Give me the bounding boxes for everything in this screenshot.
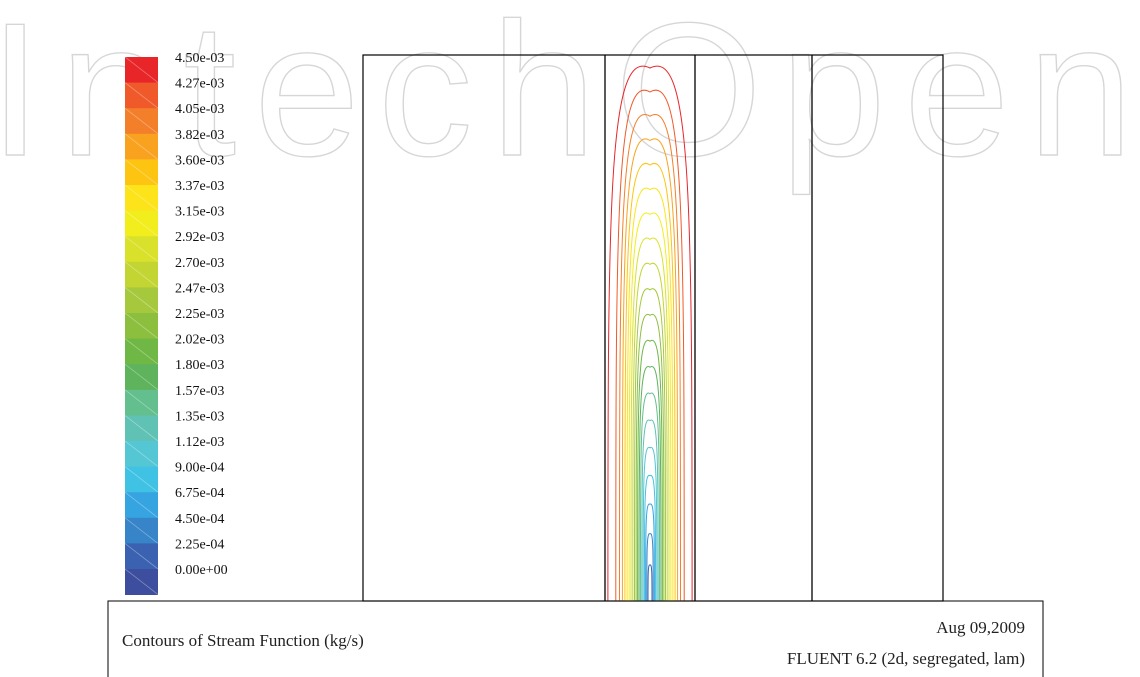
- colorbar-swatch-hatch: [124, 440, 159, 467]
- colorbar-tick-label: 2.25e-03: [175, 307, 224, 322]
- colorbar-swatch: [125, 338, 158, 365]
- colorbar-swatch: [125, 441, 158, 467]
- colorbar-swatch-hatch: [124, 491, 159, 519]
- colorbar-tick-label: 2.02e-03: [175, 333, 224, 348]
- colorbar-swatch: [125, 82, 158, 109]
- colorbar-swatch: [125, 108, 158, 135]
- colorbar-tick-label: 0.00e+00: [175, 563, 228, 578]
- colorbar-tick-label: 9.00e-04: [175, 461, 224, 476]
- contour-line: [621, 138, 679, 602]
- contour-line: [647, 564, 653, 602]
- colorbar-swatch: [125, 133, 158, 160]
- colorbar-swatch-hatch: [124, 568, 159, 595]
- colorbar-tick-label: 3.15e-03: [175, 205, 224, 220]
- colorbar-tick-label: 2.25e-04: [175, 537, 224, 552]
- contour-line: [624, 163, 676, 602]
- contour-line: [635, 313, 665, 602]
- colorbar-swatch-hatch: [124, 261, 159, 288]
- colorbar-swatch-hatch: [124, 184, 159, 211]
- colorbar-swatch-hatch: [124, 466, 159, 493]
- colorbar-swatch: [125, 159, 158, 186]
- colorbar-swatch-hatch: [124, 389, 159, 416]
- colorbar-tick-label: 4.50e-03: [175, 51, 224, 66]
- colorbar-swatch: [125, 210, 158, 237]
- colorbar-swatch: [125, 364, 158, 391]
- colorbar-swatch: [125, 492, 158, 519]
- contour-line: [646, 533, 654, 602]
- colorbar-swatch-hatch: [124, 107, 159, 135]
- contour-line: [645, 503, 655, 602]
- plot-date: Aug 09,2009: [936, 618, 1025, 637]
- colorbar-swatch-hatch: [124, 56, 159, 83]
- footer-frame: [107, 600, 1044, 677]
- contour-line: [619, 114, 681, 602]
- colorbar-tick-label: 1.80e-03: [175, 358, 224, 373]
- colorbar-tick-label: 4.50e-04: [175, 512, 224, 527]
- colorbar-swatch-hatch: [124, 159, 159, 186]
- contour-line: [632, 262, 668, 602]
- watermark-logo: IntechOpen: [0, 0, 1140, 196]
- contour-line: [637, 339, 663, 602]
- colorbar-swatch-hatch: [124, 543, 159, 570]
- contour-line: [615, 89, 685, 602]
- contour-line: [641, 419, 659, 602]
- contour-line: [643, 474, 657, 602]
- contour-line: [607, 65, 693, 602]
- colorbar-swatch-hatch: [124, 338, 159, 365]
- colorbar-swatch: [125, 261, 158, 288]
- figure-footer: Contours of Stream Function (kg/s) Aug 0…: [107, 600, 1044, 677]
- contour-line: [639, 392, 661, 602]
- colorbar-swatch: [125, 517, 158, 544]
- colorbar-swatch: [125, 415, 158, 442]
- colorbar-swatch-hatch: [124, 133, 159, 160]
- colorbar-swatch: [125, 287, 158, 314]
- colorbar-tick-label: 2.70e-03: [175, 256, 224, 271]
- plot-title: Contours of Stream Function (kg/s): [122, 631, 364, 650]
- colorbar-swatch-hatch: [124, 287, 159, 314]
- colorbar-tick-label: 3.60e-03: [175, 153, 224, 168]
- colorbar-swatch-hatch: [124, 312, 159, 339]
- contour-line: [626, 187, 674, 602]
- colorbar-swatch-hatch: [124, 415, 159, 442]
- colorbar-tick-label: 1.12e-03: [175, 435, 224, 450]
- colorbar-swatch: [125, 466, 158, 493]
- colorbar-tick-label: 4.27e-03: [175, 77, 224, 92]
- colorbar-tick-label: 6.75e-04: [175, 486, 224, 501]
- colorbar-tick-label: 4.05e-03: [175, 102, 224, 117]
- colorbar-swatch-hatch: [124, 517, 159, 544]
- colorbar-swatch: [125, 313, 158, 339]
- colorbar-tick-label: 3.82e-03: [175, 128, 224, 143]
- colorbar-swatch: [125, 236, 158, 263]
- colorbar-tick-label: 2.47e-03: [175, 281, 224, 296]
- colorbar-swatch: [125, 185, 158, 211]
- colorbar-swatch: [125, 389, 158, 416]
- contour-line: [628, 212, 672, 602]
- contour-line: [634, 288, 666, 602]
- colorbar-swatch: [125, 57, 158, 83]
- colorbar-legend: 4.50e-03 4.27e-03 4.05e-03 3.82e-03 3.60e-03…: [124, 51, 228, 595]
- contour-line: [642, 446, 658, 602]
- colorbar-tick-label: 1.57e-03: [175, 384, 224, 399]
- colorbar-tick-label: 3.37e-03: [175, 179, 224, 194]
- colorbar-swatch-hatch: [124, 235, 159, 263]
- contour-line: [638, 365, 662, 602]
- colorbar-swatch-hatch: [124, 210, 159, 237]
- contour-lines: [607, 65, 693, 602]
- contour-line: [630, 237, 670, 602]
- colorbar-swatch: [125, 543, 158, 570]
- colorbar-tick-label: 2.92e-03: [175, 230, 224, 245]
- colorbar-tick-label: 1.35e-03: [175, 409, 224, 424]
- software-version: FLUENT 6.2 (2d, segregated, lam): [787, 649, 1025, 668]
- colorbar-swatch: [125, 569, 158, 595]
- colorbar-swatch-hatch: [124, 363, 159, 391]
- plot-area: [362, 54, 944, 602]
- colorbar-swatch-hatch: [124, 82, 159, 109]
